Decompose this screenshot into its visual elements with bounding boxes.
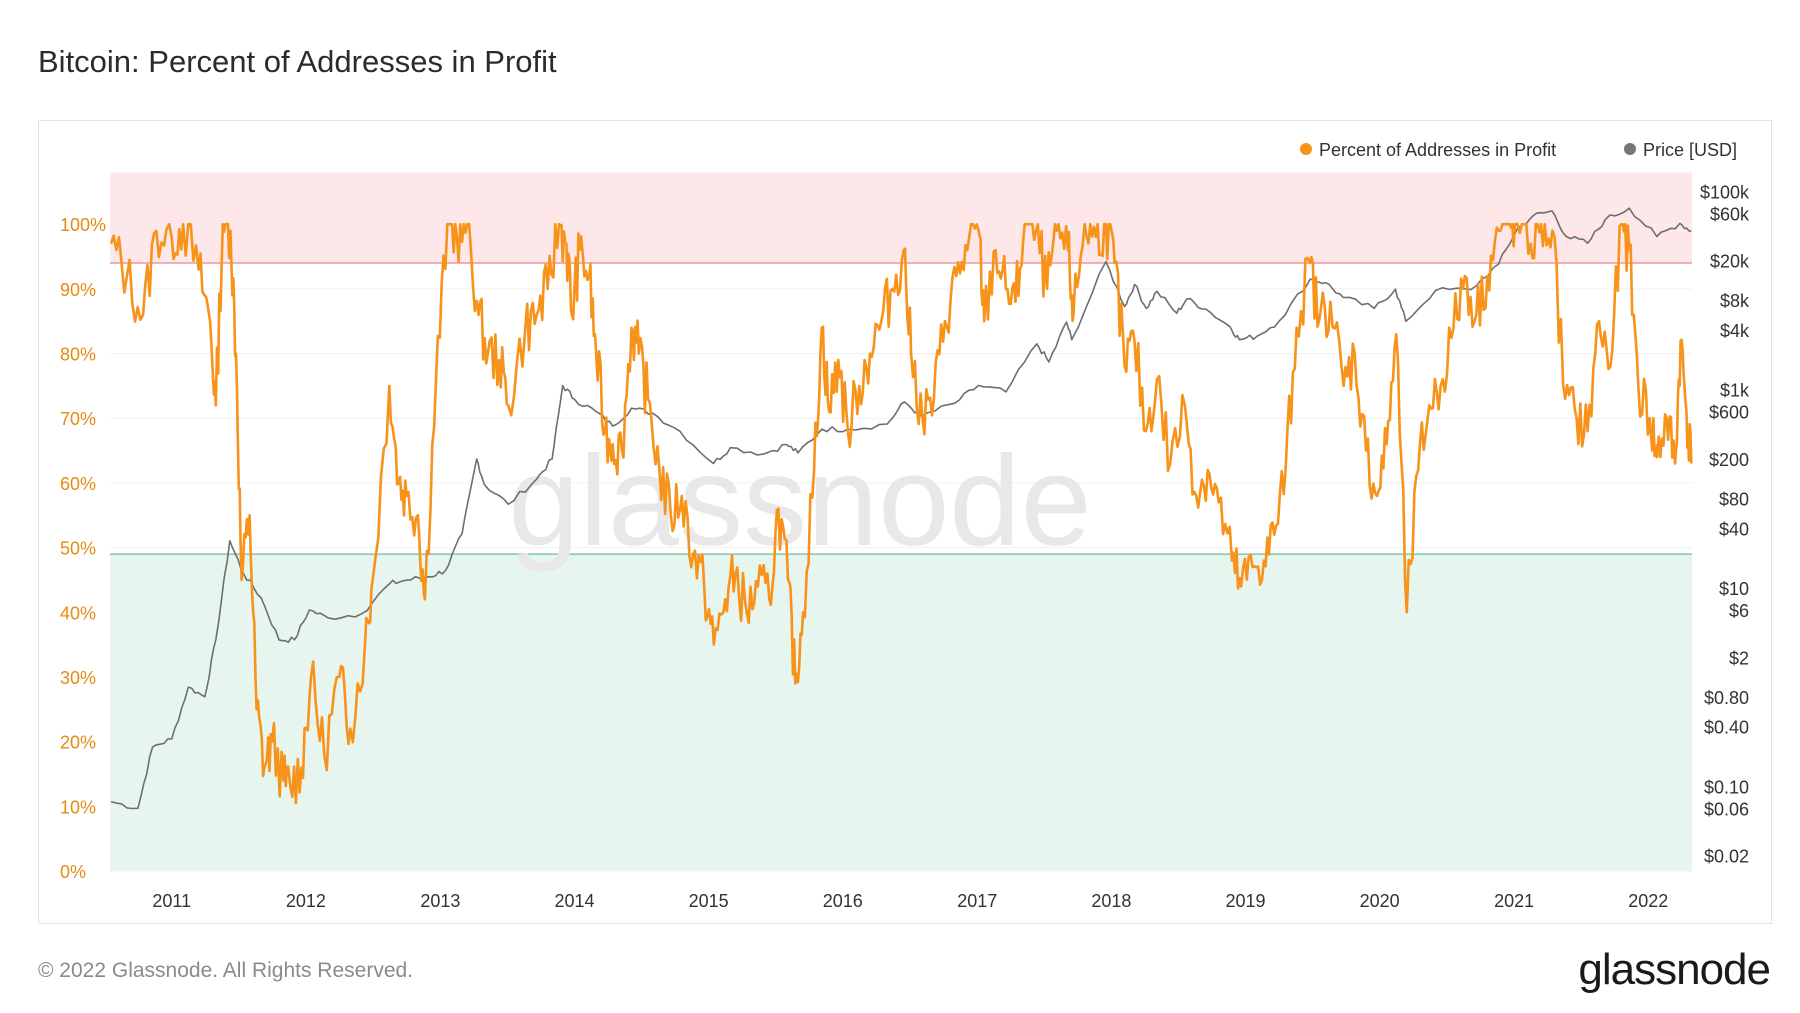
legend-label: Price [USD] [1643,140,1737,160]
right-tick-label: $2 [1729,648,1749,668]
price-line [110,207,1692,810]
right-tick-label: $0.06 [1704,799,1749,819]
profit-line [109,222,1693,805]
right-tick-label: $4k [1720,321,1750,341]
left-tick-label: 30% [60,668,96,688]
x-tick-label: 2018 [1091,891,1131,911]
left-tick-label: 90% [60,280,96,300]
x-tick-label: 2022 [1628,891,1668,911]
watermark: glassnode [508,430,1092,573]
legend-marker [1624,143,1636,155]
upper-zone [110,172,1692,264]
left-tick-label: 80% [60,345,96,365]
x-tick-label: 2011 [152,891,191,911]
right-tick-label: $0.80 [1704,688,1749,708]
right-tick-label: $0.02 [1704,847,1749,867]
left-tick-label: 40% [60,603,96,623]
left-tick-label: 60% [60,474,96,494]
right-tick-label: $600 [1709,403,1749,423]
right-tick-label: $60k [1710,204,1750,224]
profit-series [109,222,1693,805]
right-tick-label: $80 [1719,489,1749,509]
chart-title: Bitcoin: Percent of Addresses in Profit [38,44,557,79]
x-tick-label: 2015 [689,891,729,911]
right-tick-label: $6 [1729,601,1749,621]
left-tick-label: 0% [60,862,86,882]
left-tick-label: 100% [60,215,106,235]
left-axis: 0% 10% 20% 30% 40% 50% 60% 70% 80% 90% 100% [60,215,106,882]
left-tick-label: 20% [60,733,96,753]
chart-frame [38,120,1772,924]
x-axis: 2011 2012 2013 2014 2015 2016 2017 2018 2019 2020… [152,891,1668,911]
right-axis: $0.02 $0.06$0.10 $0.40 $0.80 $2 $6$10 $40 $80 $2… [1700,182,1750,866]
x-tick-label: 2020 [1360,891,1400,911]
left-tick-label: 50% [60,539,96,559]
right-tick-label: $8k [1720,291,1750,311]
left-tick-label: 10% [60,797,96,817]
lower-zone [110,554,1692,871]
glassnode-logo[interactable]: glassnode [1578,945,1771,994]
x-tick-label: 2014 [554,891,594,911]
right-tick-label: $40 [1719,519,1749,539]
right-tick-label: $20k [1710,252,1750,272]
right-tick-label: $0.40 [1704,718,1749,738]
legend-label: Percent of Addresses in Profit [1319,140,1556,160]
x-tick-label: 2016 [823,891,863,911]
legend-marker [1300,143,1312,155]
x-tick-label: 2019 [1225,891,1265,911]
price-series [110,207,1692,810]
right-tick-label: $0.10 [1704,777,1749,797]
copyright-footer: © 2022 Glassnode. All Rights Reserved. [38,959,414,982]
right-tick-label: $1k [1720,381,1750,401]
x-tick-label: 2021 [1494,891,1534,911]
right-tick-label: $100k [1700,182,1750,202]
right-tick-label: $200 [1709,450,1749,470]
right-tick-label: $10 [1719,579,1749,599]
x-tick-label: 2013 [420,891,460,911]
threshold-zones [110,172,1692,871]
left-tick-label: 70% [60,409,96,429]
x-tick-label: 2012 [286,891,326,911]
x-tick-label: 2017 [957,891,997,911]
legend[interactable]: Percent of Addresses in Profit Price [USD… [1300,140,1737,160]
